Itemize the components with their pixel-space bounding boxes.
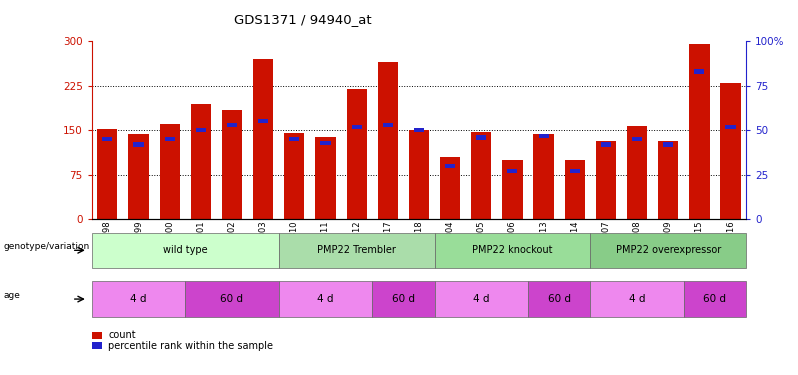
Bar	[409, 130, 429, 219]
Text: 4 d: 4 d	[629, 294, 646, 304]
Bar	[227, 123, 237, 127]
Bar	[596, 141, 616, 219]
Text: count: count	[109, 330, 136, 340]
Bar	[315, 138, 336, 219]
Bar	[133, 142, 144, 147]
Text: GDS1371 / 94940_at: GDS1371 / 94940_at	[235, 13, 372, 26]
Text: PMP22 overexpressor: PMP22 overexpressor	[615, 245, 721, 255]
Bar	[694, 69, 705, 74]
Text: 60 d: 60 d	[704, 294, 726, 304]
Bar	[377, 62, 398, 219]
Text: 60 d: 60 d	[220, 294, 243, 304]
Bar	[160, 124, 180, 219]
Bar	[196, 128, 206, 132]
Bar	[284, 133, 305, 219]
Text: PMP22 knockout: PMP22 knockout	[472, 245, 553, 255]
Bar	[289, 137, 299, 141]
Bar	[445, 164, 455, 168]
Bar	[471, 132, 492, 219]
Text: 60 d: 60 d	[547, 294, 571, 304]
Bar	[539, 134, 549, 138]
Bar	[658, 141, 678, 219]
Bar	[565, 160, 585, 219]
Text: 4 d: 4 d	[318, 294, 334, 304]
Bar	[476, 135, 486, 140]
Bar	[383, 123, 393, 127]
Bar	[352, 124, 361, 129]
Text: wild type: wild type	[163, 245, 207, 255]
Bar	[570, 169, 580, 173]
Text: 60 d: 60 d	[392, 294, 415, 304]
Bar	[258, 119, 268, 123]
Bar	[414, 128, 424, 132]
Bar	[253, 59, 273, 219]
Bar	[627, 126, 647, 219]
Text: age: age	[4, 291, 21, 300]
Bar	[128, 135, 148, 219]
Bar	[440, 157, 460, 219]
Bar	[725, 124, 736, 129]
Bar	[346, 89, 367, 219]
Text: PMP22 Trembler: PMP22 Trembler	[317, 245, 396, 255]
Text: 4 d: 4 d	[130, 294, 147, 304]
Bar	[164, 137, 175, 141]
Bar	[721, 83, 741, 219]
Text: 4 d: 4 d	[473, 294, 489, 304]
Bar	[97, 129, 117, 219]
Bar	[689, 44, 709, 219]
Text: percentile rank within the sample: percentile rank within the sample	[109, 341, 273, 351]
Bar	[102, 137, 113, 141]
Bar	[663, 142, 674, 147]
Bar	[321, 141, 330, 145]
Bar	[508, 169, 517, 173]
Bar	[632, 137, 642, 141]
Bar	[222, 110, 242, 219]
Bar	[533, 135, 554, 219]
Text: genotype/variation: genotype/variation	[4, 242, 90, 251]
Bar	[502, 160, 523, 219]
Bar	[191, 104, 211, 219]
Bar	[601, 142, 611, 147]
